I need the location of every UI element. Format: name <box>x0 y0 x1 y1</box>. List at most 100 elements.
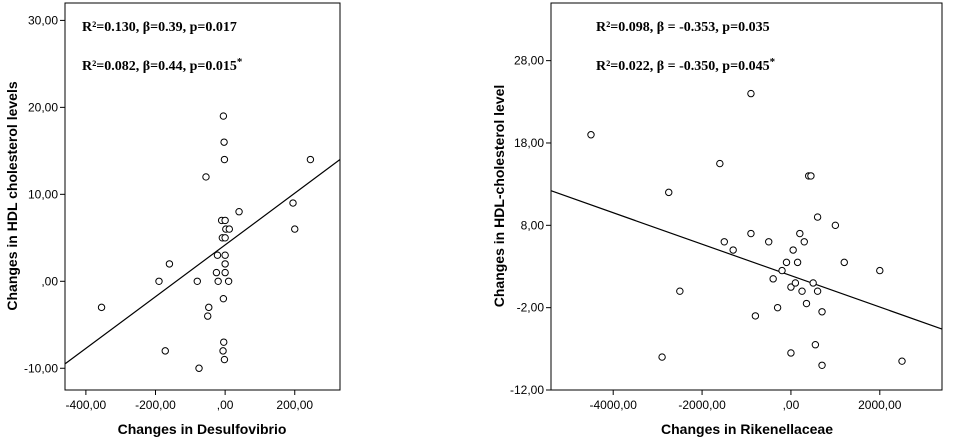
y-tick-label: 10,00 <box>28 187 58 201</box>
data-point <box>221 268 229 277</box>
chart-panel-rikenellaceae: R²=0.098, β = -0.353, p=0.035 R²=0.022, … <box>491 2 943 437</box>
x-tick-label: -200,00 <box>135 398 176 412</box>
data-point <box>193 277 201 285</box>
data-point <box>813 287 822 295</box>
data-point <box>831 221 840 230</box>
data-point <box>221 251 229 259</box>
regression-line <box>64 159 341 365</box>
y-axis-label: Changes in HDL cholesterol levels <box>4 81 20 310</box>
data-point <box>665 188 673 197</box>
y-tick-label: 28,00 <box>514 54 544 68</box>
data-point <box>225 225 234 233</box>
data-point <box>289 199 297 207</box>
annotation-stats-1: R²=0.130, β=0.39, p=0.017 <box>82 20 237 35</box>
data-point <box>813 213 822 221</box>
y-tick-label: ,00 <box>41 274 58 288</box>
data-point <box>214 277 222 285</box>
plot-frame <box>550 2 943 391</box>
data-point <box>212 268 221 277</box>
data-point <box>205 303 213 312</box>
x-tick-label: -2000,00 <box>678 398 726 412</box>
data-point <box>793 258 802 267</box>
data-point <box>800 238 808 246</box>
annotation-stats-2: R²=0.082, β=0.44, p=0.015* <box>82 56 243 74</box>
data-point <box>220 355 229 364</box>
annotation-stats-2: R²=0.022, β = -0.350, p=0.045* <box>596 56 776 74</box>
data-point <box>587 131 595 139</box>
data-point <box>221 260 229 268</box>
x-axis-label: Changes in Desulfovibrio <box>118 421 287 437</box>
data-point <box>220 138 228 146</box>
y-tick-label: 18,00 <box>514 136 544 150</box>
data-point <box>202 173 210 181</box>
data-point <box>161 347 169 355</box>
data-point <box>221 234 229 242</box>
data-point <box>213 251 222 259</box>
significance-star: * <box>237 56 243 68</box>
x-tick-label: ,00 <box>783 398 800 412</box>
data-point <box>220 155 229 164</box>
data-point <box>765 238 773 246</box>
x-axis-label: Changes in Rikenellaceae <box>661 421 833 437</box>
x-tick-label: 200,00 <box>276 398 313 412</box>
data-point <box>747 229 755 238</box>
data-point <box>818 361 826 369</box>
data-point <box>798 287 806 295</box>
data-point <box>787 349 795 357</box>
data-point <box>165 260 174 268</box>
data-point <box>291 225 299 233</box>
data-point <box>751 312 760 320</box>
data-point <box>235 208 243 216</box>
y-tick-label: -10,00 <box>24 361 58 375</box>
data-point <box>224 277 233 285</box>
data-point <box>898 357 906 365</box>
data-point <box>716 159 724 168</box>
significance-star: * <box>770 56 776 68</box>
data-point <box>155 277 163 285</box>
x-tick-label: 2000,00 <box>858 398 902 412</box>
plot-frame <box>64 2 341 391</box>
data-point <box>747 89 755 98</box>
data-point <box>658 353 666 361</box>
regression-line <box>550 190 943 330</box>
data-point <box>220 338 228 346</box>
x-tick-label: ,00 <box>217 398 234 412</box>
data-point <box>789 246 797 254</box>
chart-panel-desulfovibrio: R²=0.130, β=0.39, p=0.017 R²=0.082, β=0.… <box>4 2 341 437</box>
y-tick-label: 30,00 <box>28 13 58 27</box>
data-point <box>729 246 737 254</box>
y-axis-label: Changes in HDL-cholesterol level <box>491 85 507 308</box>
data-point <box>796 229 804 238</box>
data-point <box>802 299 811 308</box>
x-tick-label: -400,00 <box>66 398 107 412</box>
y-tick-label: -2,00 <box>517 301 545 315</box>
data-point <box>769 275 777 283</box>
data-point <box>787 283 795 291</box>
data-point <box>791 279 800 287</box>
data-point <box>809 279 817 287</box>
data-point <box>807 172 815 180</box>
data-point <box>219 112 228 120</box>
data-point <box>876 266 884 275</box>
y-tick-label: 20,00 <box>28 100 58 114</box>
data-point <box>773 303 782 312</box>
data-point <box>221 216 229 225</box>
data-point <box>219 294 228 303</box>
data-point <box>720 238 728 246</box>
data-point <box>676 287 684 295</box>
data-point <box>778 266 786 275</box>
annotation-stats-1: R²=0.098, β = -0.353, p=0.035 <box>596 20 770 35</box>
data-point <box>306 155 315 164</box>
data-point <box>195 364 203 372</box>
y-tick-label: -12,00 <box>510 383 544 397</box>
data-point <box>219 347 227 355</box>
x-tick-label: -4000,00 <box>590 398 638 412</box>
y-tick-label: 8,00 <box>521 218 545 232</box>
data-point <box>818 308 826 316</box>
data-point <box>782 258 791 267</box>
data-point <box>204 312 212 320</box>
data-point <box>97 303 106 312</box>
data-point <box>811 341 820 349</box>
data-point <box>840 258 848 267</box>
